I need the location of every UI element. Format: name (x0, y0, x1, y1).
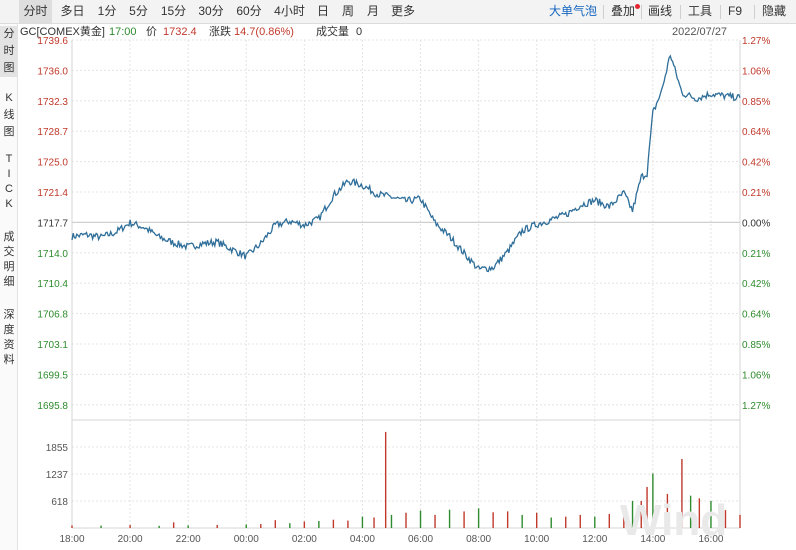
toolbar-divider (754, 5, 755, 19)
change-value: 14.7(0.86%) (234, 26, 294, 38)
y-tick-pct-label: 0.64% (742, 127, 770, 138)
change-label: 涨跌 (209, 26, 231, 38)
y-tick-label: 1732.3 (37, 97, 68, 108)
price-value: 1732.4 (163, 26, 197, 38)
period-tab-7[interactable]: 4小时 (274, 4, 305, 18)
toolbar-divider (680, 5, 681, 19)
x-tick-label: 18:00 (59, 534, 84, 545)
x-tick-label: 12:00 (582, 534, 607, 545)
toolbar-action-4[interactable]: F9 (728, 4, 743, 18)
period-tab-3[interactable]: 5分 (129, 4, 148, 18)
x-tick-label: 22:00 (176, 534, 201, 545)
x-tick-label: 04:00 (350, 534, 375, 545)
side-tab-0[interactable]: 分时图 (0, 26, 18, 77)
period-tab-8[interactable]: 日 (316, 4, 329, 18)
period-toolbar: 分时 多日 1分 5分 15分 30分 60分 4小时日周月更多 大单气泡 叠加 画线 工具 F9 隐藏 (0, 0, 796, 24)
y-tick-label: 1721.4 (37, 188, 68, 199)
watermark: Wind (620, 496, 727, 545)
y-tick-label: 1695.8 (37, 401, 68, 412)
y-tick-pct-label: 0.42% (742, 158, 770, 169)
y-tick-label: 1706.8 (37, 310, 68, 321)
price-line (71, 54, 741, 273)
price-label: 价 (146, 26, 157, 38)
y-tick-label: 1703.1 (37, 340, 68, 351)
volume-tick-label: 1855 (46, 443, 69, 454)
x-tick-label: 06:00 (408, 534, 433, 545)
period-tab-11[interactable]: 更多 (390, 4, 415, 18)
notification-dot-icon (635, 4, 641, 9)
y-tick-pct-label: 1.06% (742, 66, 770, 77)
quote-infobar: GC[COMEX黄金] 17:00 价 1732.4 涨跌 14.7(0.86%… (20, 24, 796, 40)
side-tab-3[interactable]: 成交明细 (3, 231, 15, 288)
period-tab-2[interactable]: 1分 (97, 4, 117, 18)
y-tick-label: 1736.0 (37, 66, 68, 77)
y-tick-label: 1710.4 (37, 279, 68, 290)
y-tick-label: 1699.5 (37, 370, 68, 381)
y-tick-label: 1717.7 (37, 218, 68, 229)
volume-value: 0 (356, 26, 363, 38)
x-tick-label: 16:00 (698, 534, 723, 545)
y-tick-pct-label: 0.00% (742, 218, 770, 229)
y-tick-pct-label: 1.06% (742, 370, 770, 381)
side-tab-4[interactable]: 深度资料 (3, 309, 15, 366)
y-tick-label: 1725.0 (37, 158, 68, 169)
symbol-label: GC[COMEX黄金] (20, 26, 105, 38)
x-tick-label: 02:00 (292, 534, 317, 545)
x-tick-label: 10:00 (524, 534, 549, 545)
toolbar-divider (641, 5, 642, 19)
x-tick-label: 14:00 (640, 534, 665, 545)
time-value: 17:00 (109, 26, 137, 38)
volume-label: 成交量 (316, 26, 349, 38)
period-tab-1[interactable]: 多日 (60, 4, 85, 18)
period-tab-10[interactable]: 月 (366, 4, 379, 18)
date-label: 2022/07/27 (672, 26, 728, 38)
x-tick-label: 00:00 (234, 534, 259, 545)
toolbar-action-1[interactable]: 叠加 (611, 0, 641, 23)
y-tick-pct-label: 0.64% (742, 310, 770, 321)
period-tab-4[interactable]: 15分 (160, 4, 187, 18)
y-tick-pct-label: 1.27% (742, 401, 770, 412)
toolbar-divider (603, 5, 604, 19)
toolbar-action-3[interactable]: 工具 (688, 4, 713, 18)
toolbar-action-2[interactable]: 画线 (648, 4, 673, 18)
toolbar-divider (720, 5, 721, 19)
volume-tick-label: 618 (51, 497, 68, 508)
period-tab-0[interactable]: 分时 (19, 0, 52, 23)
y-tick-pct-label: 0.85% (742, 340, 770, 351)
x-tick-label: 08:00 (466, 534, 491, 545)
y-tick-label: 1714.0 (37, 249, 68, 260)
x-tick-label: 20:00 (118, 534, 143, 545)
period-tab-9[interactable]: 周 (341, 4, 354, 18)
toolbar-action-0[interactable]: 大单气泡 (549, 4, 598, 18)
y-tick-pct-label: 0.85% (742, 97, 770, 108)
period-tab-6[interactable]: 60分 (236, 4, 262, 18)
y-tick-label: 1728.7 (37, 127, 68, 138)
y-tick-pct-label: 0.21% (742, 249, 770, 260)
period-tab-5[interactable]: 30分 (198, 4, 224, 18)
toolbar-action-5[interactable]: 隐藏 (762, 4, 787, 18)
y-tick-pct-label: 0.42% (742, 279, 770, 290)
volume-tick-label: 1237 (46, 470, 69, 481)
y-tick-pct-label: 0.21% (742, 188, 770, 199)
